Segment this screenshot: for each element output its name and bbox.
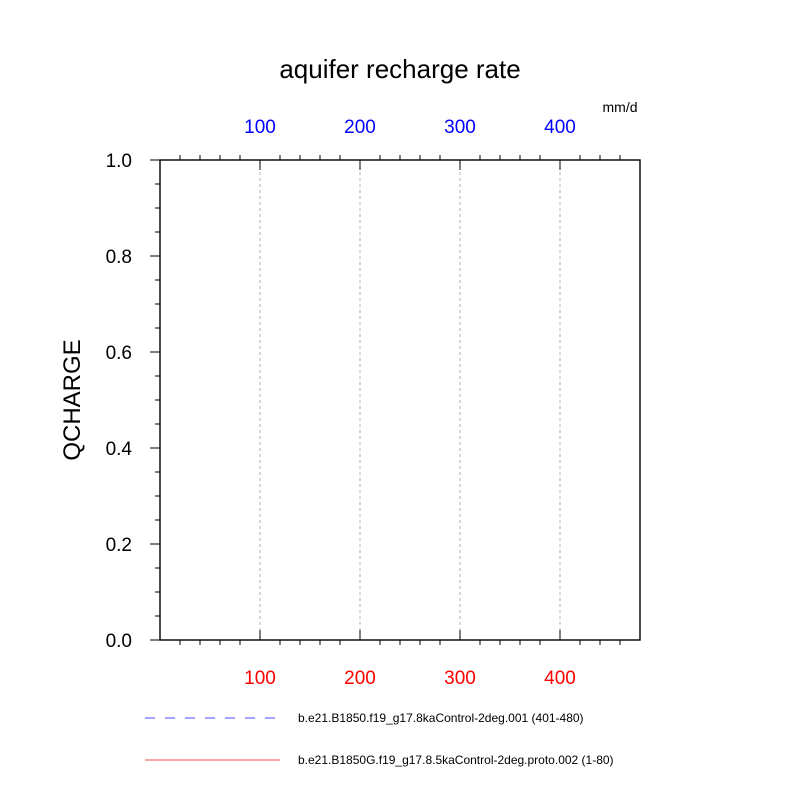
- x-top-tick-label: 300: [444, 117, 476, 138]
- axis-ticks: [150, 155, 621, 645]
- y-tick-label: 1.0: [106, 151, 132, 172]
- plot-frame: [159, 159, 641, 641]
- x-bottom-tick-label: 100: [244, 668, 276, 689]
- grid-lines: [259, 160, 561, 640]
- x-top-tick-labels: 100 200 300 400: [244, 117, 576, 138]
- top-axis-unit: mm/d: [603, 99, 638, 115]
- x-bottom-tick-label: 300: [444, 668, 476, 689]
- y-tick-labels: 0.0 0.2 0.4 0.6 0.8 1.0: [106, 151, 133, 652]
- x-top-tick-label: 400: [544, 117, 576, 138]
- x-bottom-tick-labels: 100 200 300 400: [244, 668, 576, 689]
- x-bottom-tick-label: 200: [344, 668, 376, 689]
- chart-title: aquifer recharge rate: [279, 54, 520, 84]
- y-tick-label: 0.2: [106, 535, 132, 556]
- x-bottom-tick-label: 400: [544, 668, 576, 689]
- y-tick-label: 0.0: [106, 631, 132, 652]
- y-axis-label: QCHARGE: [59, 339, 86, 460]
- y-tick-label: 0.6: [106, 343, 132, 364]
- x-top-tick-label: 200: [344, 117, 376, 138]
- legend-label: b.e21.B1850G.f19_g17.8.5kaControl-2deg.p…: [298, 753, 614, 767]
- legend-label: b.e21.B1850.f19_g17.8kaControl-2deg.001 …: [298, 711, 584, 725]
- y-tick-label: 0.8: [106, 247, 132, 268]
- legend: b.e21.B1850.f19_g17.8kaControl-2deg.001 …: [145, 711, 614, 767]
- x-top-tick-label: 100: [244, 117, 276, 138]
- y-tick-label: 0.4: [106, 439, 133, 460]
